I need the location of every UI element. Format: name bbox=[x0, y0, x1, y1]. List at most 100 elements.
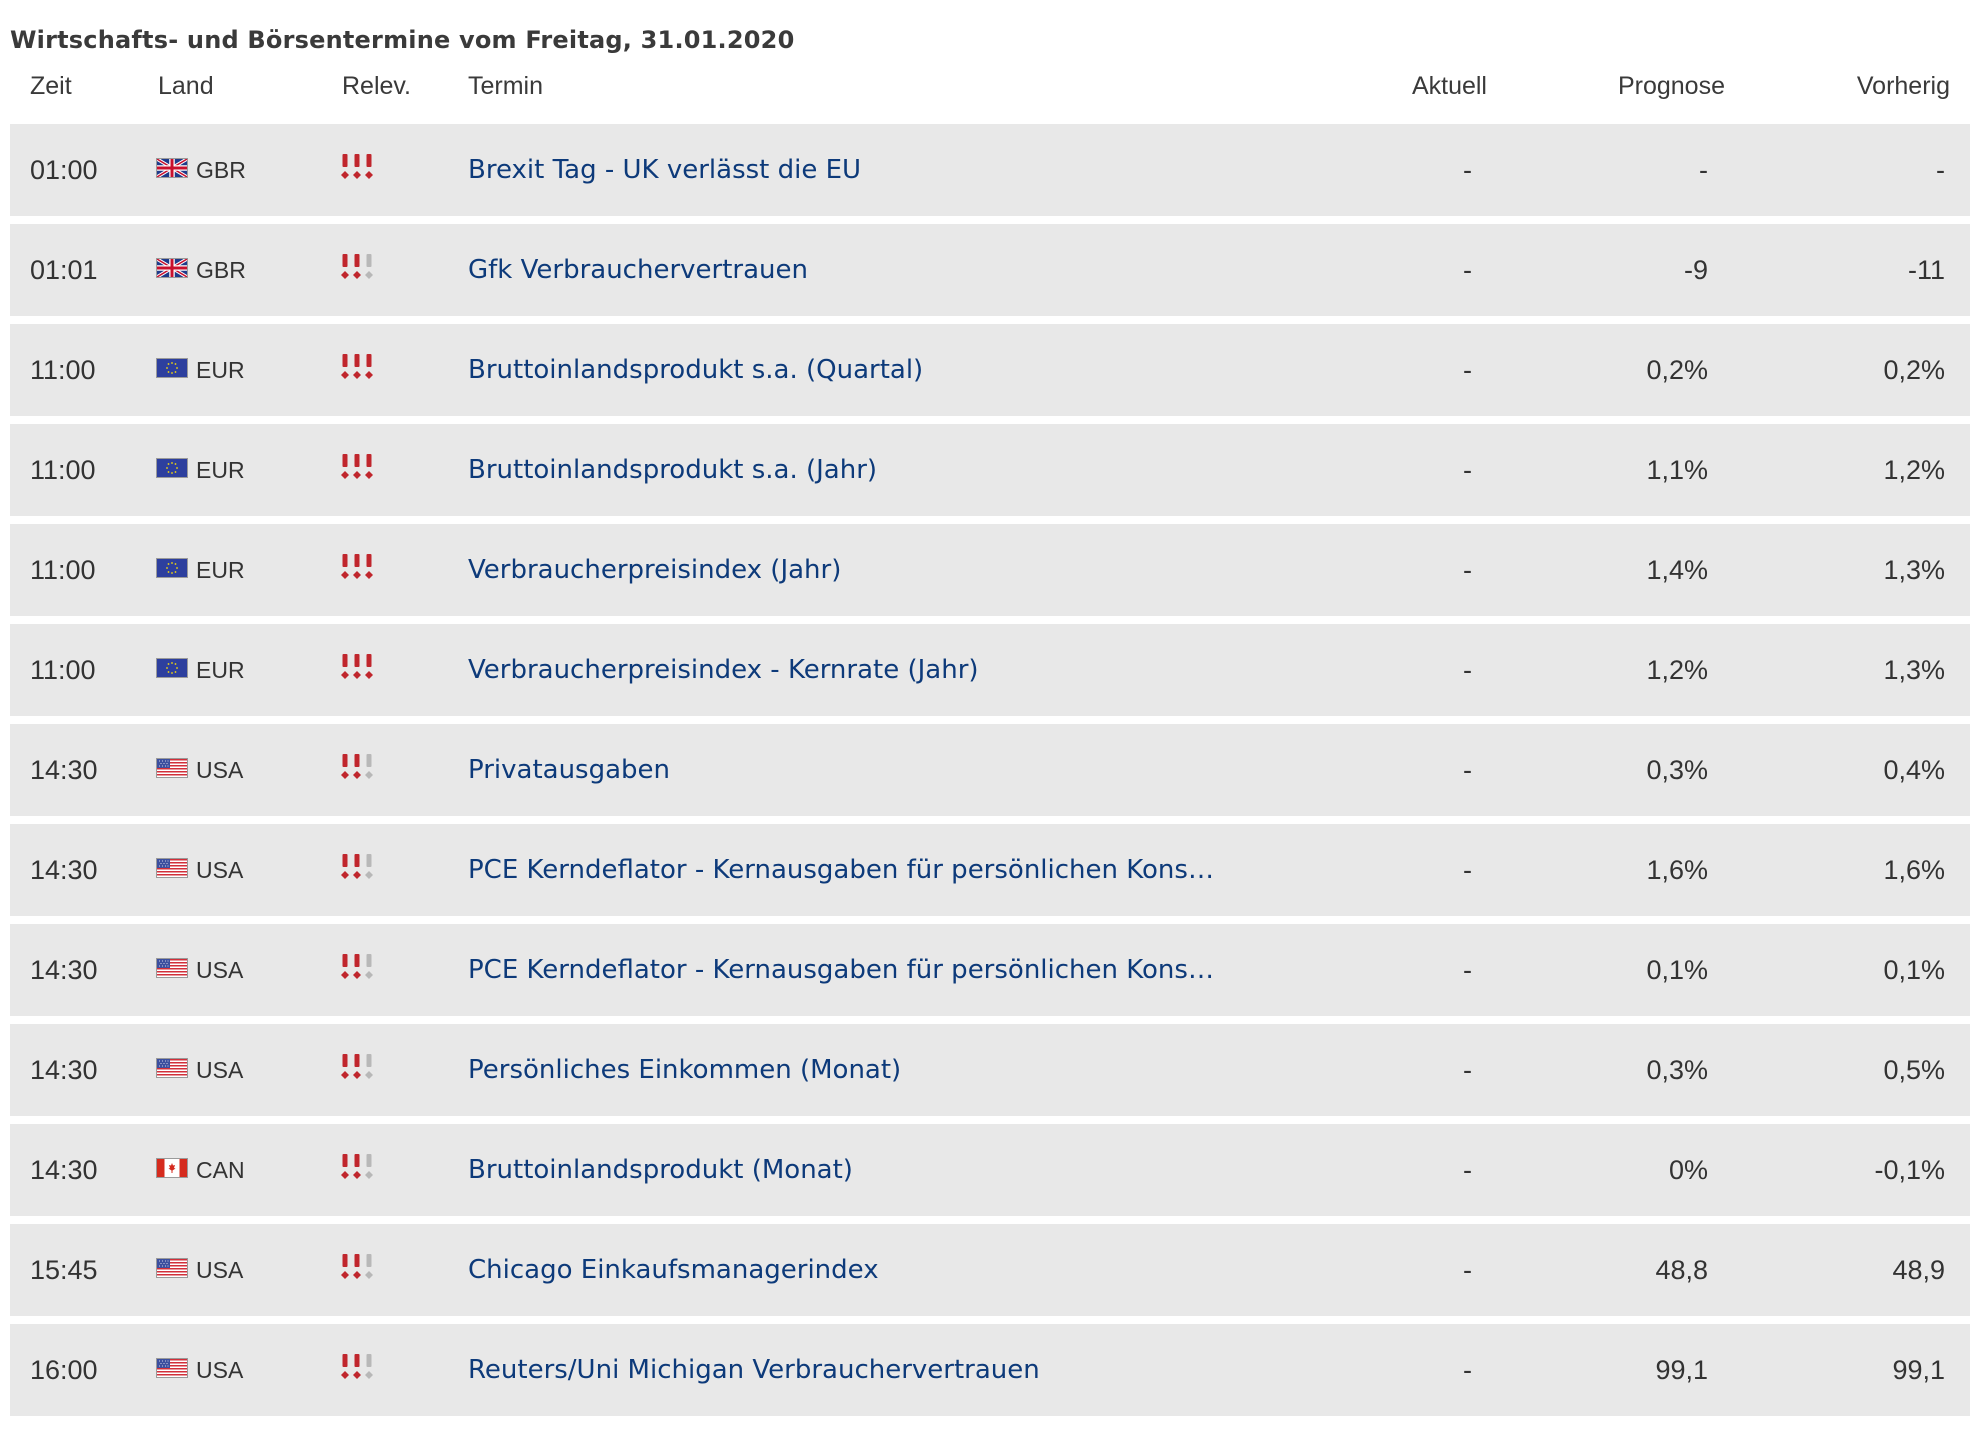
event-link[interactable]: Gfk Verbrauchervertrauen bbox=[468, 255, 808, 285]
header-vorherig[interactable]: Vorherig bbox=[1856, 72, 1950, 100]
table-row[interactable]: 16:00 USA Reuters/Uni Michigan Verbraucher… bbox=[10, 1324, 1970, 1416]
uk-flag-icon bbox=[156, 258, 188, 278]
table-row[interactable]: 01:00 GBR Brexit Tag - UK verlässt die EU -… bbox=[10, 124, 1970, 216]
table-row[interactable]: 11:00 EUR Verbraucherpreisindex - Kernrate… bbox=[10, 624, 1970, 716]
row-time: 14:30 bbox=[30, 755, 98, 785]
row-time: 14:30 bbox=[30, 955, 98, 985]
row-aktuell: - bbox=[1463, 655, 1472, 685]
relevance-icon bbox=[339, 552, 375, 582]
row-aktuell: - bbox=[1463, 555, 1472, 585]
table-row[interactable]: 14:30 CAN Bruttoinlandsprodukt (Monat) - 0% -… bbox=[10, 1124, 1970, 1216]
table-row[interactable]: 11:00 EUR Bruttoinlandsprodukt s.a. (Quart… bbox=[10, 324, 1970, 416]
event-link[interactable]: Chicago Einkaufsmanagerindex bbox=[468, 1255, 879, 1285]
row-time: 11:00 bbox=[30, 455, 96, 485]
table-header: Zeit Land Relev. Termin Aktuell Prognose… bbox=[10, 70, 1970, 108]
row-prognose: 1,6% bbox=[1646, 855, 1708, 885]
us-flag-icon bbox=[156, 958, 188, 978]
row-aktuell: - bbox=[1463, 155, 1472, 185]
table-row[interactable]: 14:30 USA Persönliches Einkommen (Monat) - 0… bbox=[10, 1024, 1970, 1116]
us-flag-icon bbox=[156, 758, 188, 778]
header-relevance[interactable]: Relev. bbox=[342, 72, 412, 100]
row-time: 14:30 bbox=[30, 1155, 98, 1185]
event-link[interactable]: Bruttoinlandsprodukt s.a. (Quartal) bbox=[468, 355, 924, 385]
relevance-icon bbox=[339, 652, 375, 682]
table-row[interactable]: 11:00 EUR Verbraucherpreisindex (Jahr) - 1,4… bbox=[10, 524, 1970, 616]
ca-flag-icon bbox=[156, 1158, 188, 1178]
page-title: Wirtschafts- und Börsentermine vom Freit… bbox=[10, 26, 795, 54]
eu-flag-icon bbox=[156, 658, 188, 678]
row-country: USA bbox=[196, 1257, 244, 1283]
row-aktuell: - bbox=[1463, 1155, 1472, 1185]
row-time: 15:45 bbox=[30, 1255, 98, 1285]
event-link[interactable]: Reuters/Uni Michigan Verbrauchervertraue… bbox=[468, 1355, 1040, 1385]
us-flag-icon bbox=[156, 1258, 188, 1278]
event-link[interactable]: Bruttoinlandsprodukt s.a. (Jahr) bbox=[468, 455, 878, 485]
row-country: USA bbox=[196, 1357, 244, 1383]
row-vorherig: 99,1 bbox=[1892, 1355, 1945, 1385]
relevance-icon bbox=[339, 1152, 375, 1182]
row-time: 01:00 bbox=[30, 155, 98, 185]
event-link[interactable]: Persönliches Einkommen (Monat) bbox=[468, 1055, 902, 1085]
eu-flag-icon bbox=[156, 458, 188, 478]
row-country: GBR bbox=[196, 157, 246, 183]
row-prognose: -9 bbox=[1683, 255, 1708, 285]
row-country: EUR bbox=[196, 357, 245, 383]
header-termin[interactable]: Termin bbox=[468, 72, 544, 100]
header-prognose[interactable]: Prognose bbox=[1617, 72, 1725, 100]
event-link[interactable]: Privatausgaben bbox=[468, 755, 671, 785]
row-time: 16:00 bbox=[30, 1355, 98, 1385]
row-country: CAN bbox=[196, 1157, 245, 1183]
uk-flag-icon bbox=[156, 158, 188, 178]
table-row[interactable]: 14:30 USA PCE Kerndeflator - Kernausgaben … bbox=[10, 824, 1970, 916]
header-land[interactable]: Land bbox=[158, 72, 214, 100]
event-link[interactable]: Verbraucherpreisindex - Kernrate (Jahr) bbox=[468, 655, 979, 685]
relevance-icon bbox=[339, 1252, 375, 1282]
row-country: EUR bbox=[196, 557, 245, 583]
row-time: 11:00 bbox=[30, 555, 96, 585]
row-aktuell: - bbox=[1463, 855, 1472, 885]
event-link[interactable]: Verbraucherpreisindex (Jahr) bbox=[468, 555, 842, 585]
us-flag-icon bbox=[156, 858, 188, 878]
table-row[interactable]: 01:01 GBR Gfk Verbrauchervertrauen - -9 -11 bbox=[10, 224, 1970, 316]
row-prognose: 0,3% bbox=[1646, 1055, 1708, 1085]
row-vorherig: 0,2% bbox=[1883, 355, 1945, 385]
row-prognose: 1,4% bbox=[1646, 555, 1708, 585]
relevance-icon bbox=[339, 852, 375, 882]
row-prognose: 1,1% bbox=[1646, 455, 1708, 485]
row-vorherig: -0,1% bbox=[1874, 1155, 1945, 1185]
header-aktuell[interactable]: Aktuell bbox=[1411, 72, 1487, 100]
event-link[interactable]: Brexit Tag - UK verlässt die EU bbox=[468, 155, 862, 185]
row-vorherig: 1,3% bbox=[1883, 555, 1945, 585]
table-row[interactable]: 11:00 EUR Bruttoinlandsprodukt s.a. (Jahr)… bbox=[10, 424, 1970, 516]
relevance-icon bbox=[339, 752, 375, 782]
row-aktuell: - bbox=[1463, 255, 1472, 285]
row-vorherig: -11 bbox=[1907, 255, 1945, 285]
header-zeit[interactable]: Zeit bbox=[30, 72, 72, 100]
row-aktuell: - bbox=[1463, 455, 1472, 485]
row-vorherig: 1,3% bbox=[1883, 655, 1945, 685]
row-time: 01:01 bbox=[30, 255, 98, 285]
events-table: 01:00 GBR Brexit Tag - UK verlässt die EU -… bbox=[10, 124, 1970, 1424]
event-link[interactable]: PCE Kerndeflator - Kernausgaben für pers… bbox=[468, 855, 1214, 885]
row-aktuell: - bbox=[1463, 1355, 1472, 1385]
relevance-icon bbox=[339, 1352, 375, 1382]
row-aktuell: - bbox=[1463, 1055, 1472, 1085]
event-link[interactable]: PCE Kerndeflator - Kernausgaben für pers… bbox=[468, 955, 1214, 985]
table-row[interactable]: 14:30 USA Privatausgaben - 0,3% 0,4% bbox=[10, 724, 1970, 816]
row-country: USA bbox=[196, 957, 244, 983]
table-row[interactable]: 15:45 USA Chicago Einkaufsmanagerindex - 48,… bbox=[10, 1224, 1970, 1316]
row-prognose: 48,8 bbox=[1655, 1255, 1708, 1285]
row-prognose: 99,1 bbox=[1655, 1355, 1708, 1385]
row-country: GBR bbox=[196, 257, 246, 283]
row-vorherig: 0,4% bbox=[1883, 755, 1945, 785]
row-prognose: - bbox=[1699, 155, 1708, 185]
event-link[interactable]: Bruttoinlandsprodukt (Monat) bbox=[468, 1155, 853, 1185]
row-country: USA bbox=[196, 757, 244, 783]
row-vorherig: 1,6% bbox=[1883, 855, 1945, 885]
table-row[interactable]: 14:30 USA PCE Kerndeflator - Kernausgaben … bbox=[10, 924, 1970, 1016]
row-time: 11:00 bbox=[30, 355, 96, 385]
relevance-icon bbox=[339, 252, 375, 282]
row-aktuell: - bbox=[1463, 355, 1472, 385]
row-time: 14:30 bbox=[30, 855, 98, 885]
row-country: USA bbox=[196, 857, 244, 883]
